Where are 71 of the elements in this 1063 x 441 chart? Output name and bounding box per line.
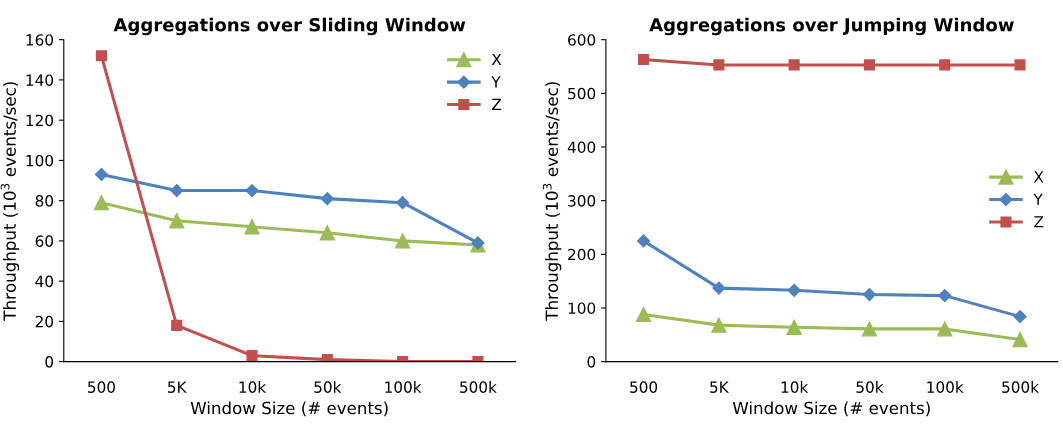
point bbox=[93, 195, 110, 211]
point bbox=[711, 317, 727, 333]
x-tick-label: 100k bbox=[385, 381, 422, 393]
point bbox=[319, 225, 335, 241]
legend-label: Y bbox=[1033, 193, 1043, 205]
point bbox=[244, 219, 260, 235]
point bbox=[788, 59, 800, 71]
x-tick-label: 500k bbox=[1002, 381, 1039, 393]
y-tick-label: 0 bbox=[587, 356, 596, 368]
point bbox=[396, 196, 410, 210]
point bbox=[787, 283, 801, 297]
y-tick-label: 500 bbox=[568, 87, 596, 100]
point bbox=[1013, 309, 1027, 324]
point bbox=[245, 184, 259, 198]
y-tick-label: 100 bbox=[26, 154, 54, 167]
y-tick-label: 600 bbox=[568, 34, 596, 46]
point bbox=[938, 289, 952, 303]
legend-label: X bbox=[491, 53, 502, 66]
y-tick-label: 40 bbox=[35, 275, 54, 288]
y-tick-label: 160 bbox=[26, 34, 54, 46]
y-tick-label: 80 bbox=[35, 195, 54, 207]
x-tick-label: 500k bbox=[460, 381, 497, 393]
x-tick-label: 50k bbox=[314, 381, 342, 393]
point bbox=[712, 281, 726, 295]
legend-label: Y bbox=[491, 76, 501, 88]
y-tick-label: 200 bbox=[568, 248, 596, 261]
point bbox=[863, 59, 876, 71]
y-axis-title: Throughput (10$^{3}$ events/sec) bbox=[0, 82, 20, 321]
y-tick-label: 400 bbox=[567, 141, 596, 154]
y-tick-label: 300 bbox=[568, 195, 596, 207]
point bbox=[171, 319, 183, 331]
x-tick-label: 500 bbox=[630, 381, 658, 393]
x-axis-title: Window Size (# events) bbox=[190, 401, 388, 417]
point bbox=[636, 234, 651, 248]
x-tick-label: 100k bbox=[927, 381, 964, 393]
point bbox=[862, 287, 877, 302]
legend-label: X bbox=[1033, 171, 1044, 183]
x-tick-label: 5K bbox=[168, 381, 187, 393]
point bbox=[635, 306, 652, 323]
y-tick-label: 0 bbox=[45, 356, 54, 368]
y-tick-label: 60 bbox=[35, 235, 54, 247]
point bbox=[937, 321, 953, 337]
x-axis-title: Window Size (# events) bbox=[732, 401, 930, 417]
x-tick-label: 10k bbox=[781, 381, 809, 393]
point bbox=[861, 321, 878, 337]
point bbox=[394, 233, 411, 249]
x-tick-label: 50k bbox=[856, 381, 884, 393]
point bbox=[713, 59, 725, 71]
y-axis-title: Throughput (10$^{3}$ events/sec) bbox=[542, 82, 562, 321]
point bbox=[638, 53, 650, 66]
chart-title: Aggregations over Sliding Window bbox=[113, 17, 466, 36]
point bbox=[94, 167, 109, 182]
point bbox=[939, 59, 951, 71]
point bbox=[1012, 331, 1028, 348]
y-tick-label: 140 bbox=[26, 74, 54, 86]
point bbox=[246, 350, 258, 362]
chart-title: Aggregations over Jumping Window bbox=[649, 17, 1014, 36]
y-tick-label: 100 bbox=[568, 302, 596, 314]
y-tick-label: 120 bbox=[26, 114, 54, 127]
point bbox=[170, 184, 184, 198]
point bbox=[1014, 59, 1026, 71]
point bbox=[786, 319, 802, 335]
x-tick-label: 500 bbox=[88, 381, 115, 393]
legend-label: Z bbox=[492, 98, 502, 110]
legend-label: Z bbox=[1034, 216, 1044, 228]
point bbox=[169, 213, 185, 229]
x-tick-label: 10k bbox=[239, 381, 267, 393]
x-tick-label: 5K bbox=[710, 381, 730, 393]
point bbox=[320, 192, 334, 206]
point bbox=[95, 50, 107, 62]
y-tick-label: 20 bbox=[35, 315, 54, 328]
